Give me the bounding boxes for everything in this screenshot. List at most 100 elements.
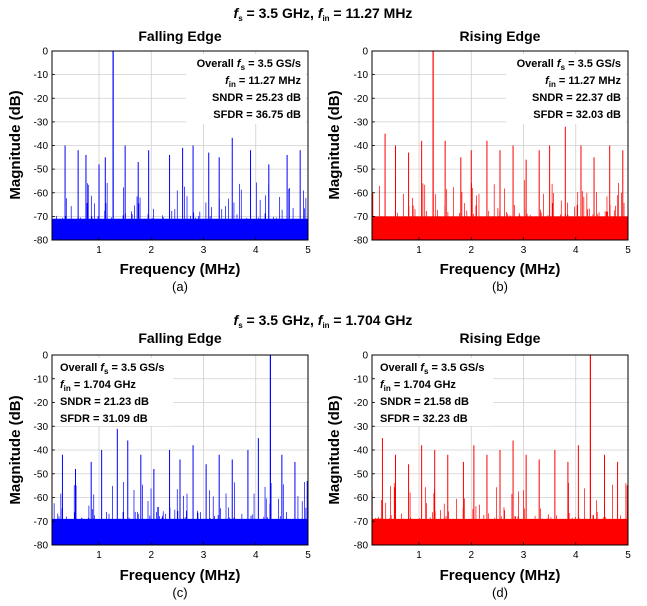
- panel-d-spurs: [381, 355, 619, 545]
- panel-a-xtick-label: 3: [201, 245, 207, 256]
- panel-c-spurs: [61, 355, 296, 545]
- panel-d-caption: (d): [492, 585, 508, 600]
- panel-d-yticks: 0 -10 -20 -30 -40 -50 -60 -70 -80: [354, 351, 375, 552]
- panel-a-xtick-label: 2: [148, 245, 154, 256]
- panel-b-ylabel: Magnitude (dB): [326, 90, 343, 199]
- panel-d-xtick-label: 1: [416, 550, 422, 561]
- panel-c-xtick-label: 3: [201, 550, 207, 561]
- panel-d: Rising Edge 0 -10 -20 -30 -40 -50 -60 -70 -80 1 2…: [326, 330, 631, 600]
- panel-a-ytick-label: -80: [34, 236, 49, 247]
- panel-a-yticks: 0 -10 -20 -30 -40 -50 -60 -70 -80: [34, 47, 55, 247]
- panel-d-ytick-label: -10: [354, 374, 369, 385]
- panel-a-ytick-label: -20: [34, 94, 49, 105]
- panel-d-ytick-label: -30: [354, 422, 369, 433]
- panel-b-ytick-label: -60: [354, 188, 369, 199]
- panel-a-ytick-label: -60: [34, 188, 49, 199]
- panel-a-xtick-label: 1: [96, 245, 102, 256]
- panel-c-ann-line4: SFDR = 31.09 dB: [60, 413, 148, 425]
- panel-b-spurs: [384, 51, 624, 240]
- panel-c-ytick-label: 0: [42, 351, 48, 362]
- panel-d-annotation-bg: [375, 358, 493, 426]
- panel-c-xtick-label: 4: [253, 550, 259, 561]
- panel-c-ann-line2: fin = 1.704 GHz: [60, 379, 136, 393]
- panel-a-xtick-label: 4: [253, 245, 259, 256]
- panel-a-ytick-label: -30: [34, 117, 49, 128]
- panel-b-ann-line1: Overall fs = 3.5 GS/s: [517, 58, 621, 72]
- panel-c-ytick-label: -80: [34, 541, 49, 552]
- panel-d-xtick-label: 5: [625, 550, 631, 561]
- panel-d-xtick-label: 4: [573, 550, 579, 561]
- panel-d-title: Rising Edge: [460, 330, 541, 346]
- panel-b-ytick-label: -30: [354, 117, 369, 128]
- panel-d-xlabel: Frequency (MHz): [440, 567, 561, 584]
- panel-b-xtick-label: 3: [521, 245, 527, 256]
- panel-b-xtick-label: 1: [416, 245, 422, 256]
- panel-c-ylabel: Magnitude (dB): [7, 395, 24, 504]
- panel-b-xticks: 1 2 3 4 5: [416, 237, 631, 256]
- panel-a: Falling Edge 0 -10 -20 -30 -40 -50 -60 -70 -80 1…: [7, 28, 311, 294]
- panel-d-ytick-label: -70: [354, 517, 369, 528]
- panel-c-xticks: 1 2 3 4 5: [96, 542, 311, 561]
- panel-b-caption: (b): [492, 279, 508, 294]
- panel-b-annotation: Overall fs = 3.5 GS/s fin = 11.27 MHz SN…: [506, 54, 626, 124]
- panel-a-noise-floor: [52, 218, 308, 240]
- panel-d-ann-line3: SNDR = 21.58 dB: [380, 396, 469, 408]
- panel-d-ytick-label: -80: [354, 541, 369, 552]
- panel-a-ann-line2: fin = 11.27 MHz: [225, 75, 301, 89]
- panel-c-xtick-label: 2: [148, 550, 154, 561]
- row1-suptitle: fs = 3.5 GHz, fin = 11.27 MHz: [234, 5, 413, 23]
- panel-a-ytick-label: 0: [42, 47, 48, 58]
- panel-b-title: Rising Edge: [460, 28, 541, 44]
- panel-b-annotation-bg: [506, 54, 626, 124]
- panel-a-ytick-label: -70: [34, 212, 49, 223]
- panel-b-ytick-label: -40: [354, 141, 369, 152]
- panel-c-ytick-label: -20: [34, 398, 49, 409]
- panel-b-yticks: 0 -10 -20 -30 -40 -50 -60 -70 -80: [354, 47, 375, 247]
- panel-a-ytick-label: -50: [34, 165, 49, 176]
- panel-b: Rising Edge 0 -10 -20 -30 -40 -50 -60 -70 -80 1 2…: [326, 28, 631, 294]
- panel-a-noise: [51, 182, 309, 240]
- panel-a-caption: (a): [172, 279, 188, 294]
- panel-c-title: Falling Edge: [138, 330, 221, 346]
- panel-a-ann-line1: Overall fs = 3.5 GS/s: [197, 58, 301, 72]
- panel-b-grid: [372, 51, 628, 240]
- panel-c-ann-line3: SNDR = 21.23 dB: [60, 396, 149, 408]
- panel-a-annotation-bg: [186, 54, 306, 124]
- panel-a-ann-line3: SNDR = 25.23 dB: [212, 92, 301, 104]
- panel-b-ytick-label: -50: [354, 165, 369, 176]
- panel-c-ytick-label: -50: [34, 469, 49, 480]
- panel-a-ytick-label: -10: [34, 70, 49, 81]
- panel-a-xticks: 1 2 3 4 5: [96, 237, 311, 256]
- panel-c-ytick-label: -70: [34, 517, 49, 528]
- row2-suptitle: fs = 3.5 GHz, fin = 1.704 GHz: [234, 312, 413, 330]
- panel-c-yticks: 0 -10 -20 -30 -40 -50 -60 -70 -80: [34, 351, 55, 552]
- panel-b-ann-line4: SFDR = 32.03 dB: [533, 109, 621, 121]
- panel-c-ytick-label: -30: [34, 422, 49, 433]
- panel-a-title: Falling Edge: [138, 28, 221, 44]
- panel-d-ytick-label: -40: [354, 446, 369, 457]
- panel-d-annotation: Overall fs = 3.5 GS/s fin = 1.704 GHz SN…: [375, 358, 493, 426]
- panel-c-ytick-label: -60: [34, 493, 49, 504]
- panel-b-ytick-label: -20: [354, 94, 369, 105]
- panel-c-annotation: Overall fs = 3.5 GS/s fin = 1.704 GHz SN…: [55, 358, 173, 426]
- panel-c: Falling Edge 0 -10 -20 -30 -40 -50 -60 -70 -80 1…: [7, 330, 311, 600]
- panel-d-ytick-label: 0: [362, 351, 368, 362]
- panel-c-ytick-label: -40: [34, 446, 49, 457]
- panel-d-ann-line1: Overall fs = 3.5 GS/s: [380, 362, 484, 376]
- panel-d-ann-line4: SFDR = 32.23 dB: [380, 413, 468, 425]
- panel-b-ytick-label: -10: [354, 70, 369, 81]
- panel-a-ylabel: Magnitude (dB): [7, 90, 24, 199]
- panel-a-ann-line4: SFDR = 36.75 dB: [213, 109, 301, 121]
- panel-a-annotation: Overall fs = 3.5 GS/s fin = 11.27 MHz SN…: [186, 54, 306, 124]
- panel-d-ylabel: Magnitude (dB): [326, 395, 343, 504]
- panel-c-ann-line1: Overall fs = 3.5 GS/s: [60, 362, 164, 376]
- panel-b-ann-line2: fin = 11.27 MHz: [545, 75, 621, 89]
- panel-c-xtick-label: 5: [305, 550, 311, 561]
- panel-d-xtick-label: 2: [468, 550, 474, 561]
- panel-d-ytick-label: -50: [354, 469, 369, 480]
- panel-b-xlabel: Frequency (MHz): [440, 261, 561, 278]
- panel-c-caption: (c): [172, 585, 187, 600]
- panel-b-xtick-label: 2: [468, 245, 474, 256]
- panel-c-ytick-label: -10: [34, 374, 49, 385]
